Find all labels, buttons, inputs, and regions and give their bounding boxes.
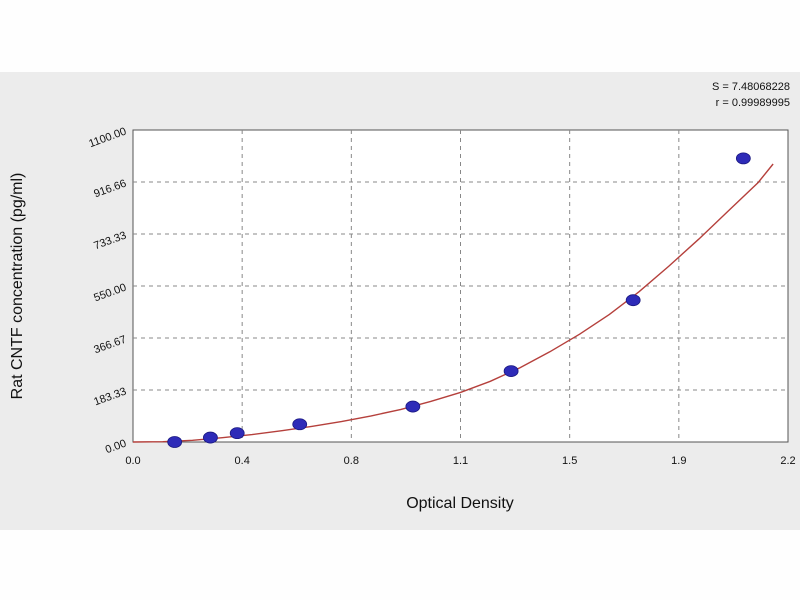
x-tick-label: 1.5 <box>562 455 577 467</box>
data-points-layer <box>167 152 751 448</box>
data-point <box>625 294 641 307</box>
data-point <box>292 418 308 431</box>
y-tick-label: 916.66 <box>92 178 128 201</box>
y-tick-label: 183.33 <box>92 386 128 409</box>
x-tick-label: 2.2 <box>780 455 795 467</box>
x-tick-label: 1.9 <box>671 455 686 467</box>
data-point <box>229 427 245 440</box>
y-tick-label: 366.67 <box>92 334 128 357</box>
y-axis-label: Rat CNTF concentration (pg/ml) <box>9 173 26 400</box>
data-point <box>735 152 751 165</box>
bottom-margin <box>0 530 800 600</box>
y-tick-label: 1100.00 <box>87 126 128 151</box>
data-point <box>503 365 519 377</box>
x-axis-label: Optical Density <box>406 495 514 512</box>
gridlines <box>133 130 788 442</box>
data-point <box>405 400 421 413</box>
y-tick-label: 550.00 <box>92 282 128 305</box>
top-margin <box>0 0 800 72</box>
y-tick-label: 0.00 <box>104 438 128 457</box>
data-point <box>203 431 218 444</box>
y-tick-label: 733.33 <box>92 230 128 253</box>
stat-r-value: r = 0.99989995 <box>716 97 790 109</box>
x-tick-label: 0.4 <box>235 455 250 467</box>
x-tick-label: 0.0 <box>125 455 140 467</box>
stat-s-value: S = 7.48068228 <box>712 81 790 93</box>
x-tick-label: 0.8 <box>344 455 359 467</box>
x-tick-label: 1.1 <box>453 455 468 467</box>
data-point <box>167 436 183 448</box>
